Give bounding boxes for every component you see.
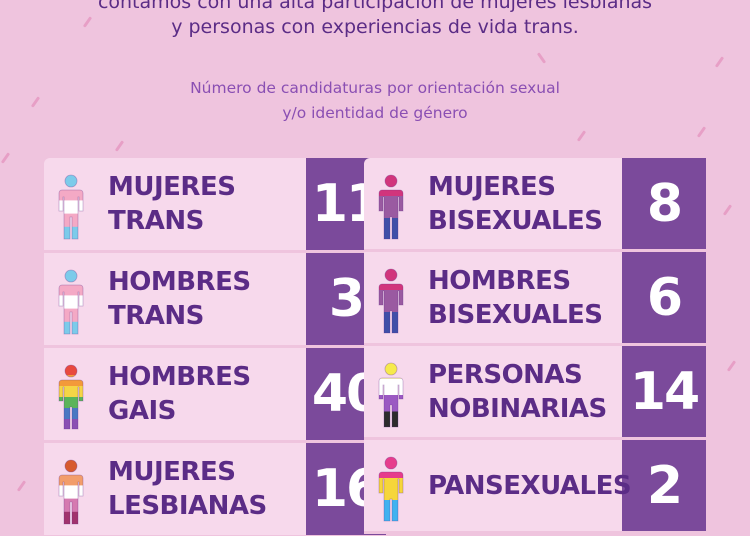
category-label-line-2: NOBINARIAS (428, 393, 607, 424)
category-card: MUJERES BISEXUALES 8 (364, 158, 706, 252)
candidacy-count: 6 (622, 252, 706, 343)
category-label-line-1: HOMBRES (428, 265, 571, 296)
confetti-decoration (714, 56, 725, 68)
card-body: MUJERES TRANS (44, 158, 306, 250)
category-label-line-2: BISEXUALES (428, 205, 603, 236)
card-body: MUJERES BISEXUALES (364, 158, 622, 249)
confetti-decoration (696, 126, 707, 138)
category-label-line-1: MUJERES (108, 172, 236, 202)
category-label-line-1: HOMBRES (108, 362, 251, 392)
confetti-decoration (576, 130, 587, 142)
confetti-decoration (722, 204, 733, 216)
category-label-line-1: PANSEXUALES (428, 470, 632, 501)
confetti-decoration (726, 360, 737, 372)
subtitle-line-1: Número de candidaturas por orientación s… (190, 79, 560, 97)
intro-line-2: y personas con experiencias de vida tran… (171, 16, 579, 38)
category-label-line-1: PERSONAS (428, 359, 583, 390)
trans-woman-figure-icon (58, 174, 84, 240)
confetti-decoration (0, 152, 11, 164)
category-label: MUJERES BISEXUALES (428, 170, 603, 238)
card-body: PANSEXUALES (364, 440, 632, 531)
category-card: PERSONAS NOBINARIAS 14 (364, 346, 706, 440)
category-card: MUJERES TRANS 11 (44, 158, 386, 253)
nonbinary-person-figure-icon (378, 362, 404, 428)
card-body: HOMBRES BISEXUALES (364, 252, 622, 343)
category-label: MUJERES LESBIANAS (108, 455, 267, 523)
category-card: MUJERES LESBIANAS 16 (44, 443, 386, 536)
category-label-line-2: BISEXUALES (428, 299, 603, 330)
confetti-decoration (536, 52, 547, 64)
subtitle-line-2: y/o identidad de género (282, 104, 468, 122)
category-label-line-2: TRANS (108, 301, 204, 331)
category-label: HOMBRES BISEXUALES (428, 264, 603, 332)
card-body: PERSONAS NOBINARIAS (364, 346, 622, 437)
card-body: HOMBRES TRANS (44, 253, 306, 345)
category-label-line-1: MUJERES (428, 171, 556, 202)
card-body: MUJERES LESBIANAS (44, 443, 306, 535)
bisexual-man-figure-icon (378, 268, 404, 334)
pansexual-person-figure-icon (378, 456, 404, 522)
gay-man-figure-icon (58, 364, 84, 430)
trans-man-figure-icon (58, 269, 84, 335)
category-label-line-2: GAIS (108, 396, 176, 426)
category-label-line-1: HOMBRES (108, 267, 251, 297)
candidacy-count: 8 (622, 158, 706, 249)
category-label: PANSEXUALES (428, 469, 632, 503)
card-body: HOMBRES GAIS (44, 348, 306, 440)
category-card: HOMBRES BISEXUALES 6 (364, 252, 706, 346)
bisexual-woman-figure-icon (378, 174, 404, 240)
chart-subtitle: Número de candidaturas por orientación s… (0, 76, 750, 126)
lesbian-woman-figure-icon (58, 459, 84, 525)
category-label: HOMBRES GAIS (108, 360, 251, 428)
category-card: PANSEXUALES 2 (364, 440, 706, 534)
category-label-line-2: LESBIANAS (108, 491, 267, 521)
intro-text: contamos con una alta participación de m… (0, 0, 750, 40)
intro-line-1: contamos con una alta participación de m… (97, 0, 653, 13)
confetti-decoration (16, 480, 27, 492)
right-column: MUJERES BISEXUALES 8 HOMBRES BISEXUALES 6 PERS… (364, 158, 706, 534)
category-card: HOMBRES GAIS 40 (44, 348, 386, 443)
category-label: HOMBRES TRANS (108, 265, 251, 333)
left-column: MUJERES TRANS 11 HOMBRES TRANS 3 HOMBRES GAIS 40… (44, 158, 386, 536)
category-card: HOMBRES TRANS 3 (44, 253, 386, 348)
candidacy-count: 2 (622, 440, 706, 531)
category-label-line-1: MUJERES (108, 457, 236, 487)
candidacy-count: 14 (622, 346, 706, 437)
category-label: PERSONAS NOBINARIAS (428, 358, 607, 426)
confetti-decoration (114, 140, 125, 152)
category-label: MUJERES TRANS (108, 170, 236, 238)
category-label-line-2: TRANS (108, 206, 204, 236)
